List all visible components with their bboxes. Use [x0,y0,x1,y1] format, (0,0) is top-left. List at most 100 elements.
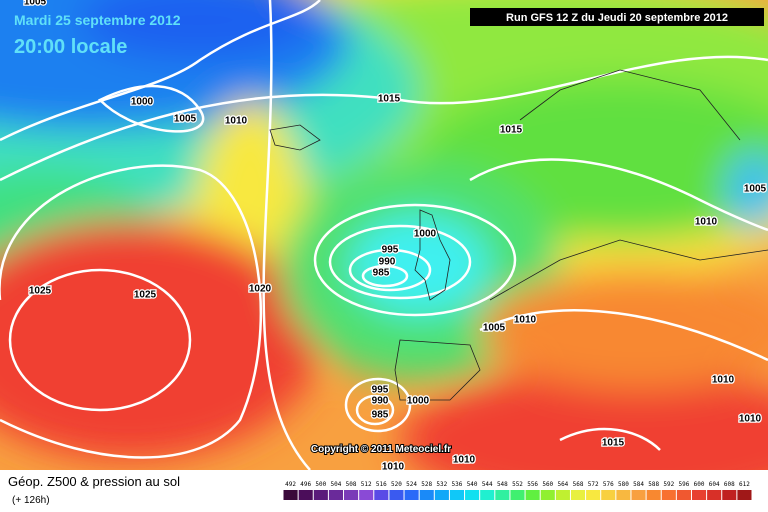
legend-swatch [586,490,601,500]
copyright: Copyright © 2011 Meteociel.fr [311,444,451,455]
legend-swatch [737,490,752,500]
legend-swatch [510,490,525,500]
isobar-label: 1020 [249,284,272,295]
legend-level: 564 [557,481,568,488]
isobar-label: 1000 [131,97,154,108]
legend-level: 552 [512,481,523,488]
legend-level: 572 [588,481,599,488]
legend-swatch [374,490,389,500]
coastlines [269,69,768,401]
legend-level: 584 [633,481,644,488]
legend-swatch [555,490,570,500]
color-legend: 492 496 500 504 508 512 516 520 524 528 532 536 540 5… [283,481,752,500]
run-box [470,8,764,26]
legend-swatch [359,490,374,500]
legend-level: 600 [694,481,705,488]
isobar-label: 1025 [134,290,157,301]
legend-swatch [449,490,465,500]
legend-level: 540 [467,481,478,488]
legend-level: 508 [346,481,357,488]
legend-swatch [616,490,631,500]
isobar-label: 1000 [414,229,437,240]
isobar-labels: 1005 1000 1005 1010 1015 1015 1005 1010 1025 1025… [23,0,768,474]
legend-level: 528 [421,481,432,488]
legend-level: 520 [391,481,402,488]
isobar-label: 1005 [744,184,767,195]
time: 20:00 locale [14,36,127,58]
legend-level: 596 [678,481,689,488]
legend-level: 556 [527,481,538,488]
legend-swatch [313,490,328,500]
legend-swatch [328,490,344,500]
legend-level: 576 [603,481,614,488]
legend-swatch [465,490,480,500]
legend-swatch [419,490,434,500]
isobars [0,0,768,470]
legend-swatch [283,490,298,500]
isobar-label: 990 [379,257,396,268]
legend-swatch [676,490,691,500]
legend-level: 496 [300,481,311,488]
isobar-label: 1015 [378,94,401,105]
legend-level: 492 [285,481,296,488]
isobar-label: 1010 [514,315,537,326]
date: Mardi 25 septembre 2012 [14,12,181,28]
isobar-label: 1005 [174,114,197,125]
legend-swatch [691,490,707,500]
legend-swatch [434,490,449,500]
isobar-label: 1005 [483,323,506,334]
isobar-label: 985 [373,268,390,279]
legend-level: 500 [315,481,326,488]
isobar-label: 995 [382,245,399,256]
legend-level: 580 [618,481,629,488]
isobar-label: 1015 [500,125,523,136]
legend-level: 608 [724,481,735,488]
legend-level: 568 [573,481,584,488]
legend-level: 548 [497,481,508,488]
isobar-label: 1010 [225,116,248,127]
isobar-label: 1010 [695,217,718,228]
legend-swatch [661,490,676,500]
legend-level: 544 [482,481,493,488]
isobar-label: 1010 [739,414,762,425]
isobar-label: 1015 [602,438,625,449]
legend-level: 560 [542,481,553,488]
legend-level: 504 [331,481,342,488]
legend-level: 536 [452,481,463,488]
isobar-label: 995 [372,385,389,396]
legend-level: 512 [361,481,372,488]
isobar-label: 1005 [24,0,47,8]
legend-swatch [540,490,555,500]
legend-level: 612 [739,481,750,488]
isobar-label: 990 [372,396,389,407]
legend-swatch [646,490,661,500]
legend-swatch [344,490,359,500]
legend-swatch [570,490,586,500]
legend-swatch [707,490,722,500]
legend-swatch [404,490,419,500]
lead-time: (+ 126h) [12,495,50,506]
isobar-label: 1000 [407,396,430,407]
legend-level: 592 [663,481,674,488]
legend-swatch [480,490,495,500]
legend-level: 532 [436,481,447,488]
isobar-label: 1010 [453,455,476,466]
legend-swatch [525,490,540,500]
legend-level: 588 [648,481,659,488]
footer-title: Géop. Z500 & pression au sol [8,474,180,489]
legend-swatch [601,490,616,500]
isobar-label: 985 [372,410,389,421]
legend-swatch [298,490,313,500]
legend-swatch [631,490,646,500]
isobar-label: 1010 [712,375,735,386]
legend-swatch [722,490,737,500]
legend-level: 524 [406,481,417,488]
legend-swatch [495,490,510,500]
run-info: Run GFS 12 Z du Jeudi 20 septembre 2012 [506,12,728,24]
legend-swatch [389,490,404,500]
legend-level: 516 [376,481,387,488]
legend-level: 604 [709,481,720,488]
